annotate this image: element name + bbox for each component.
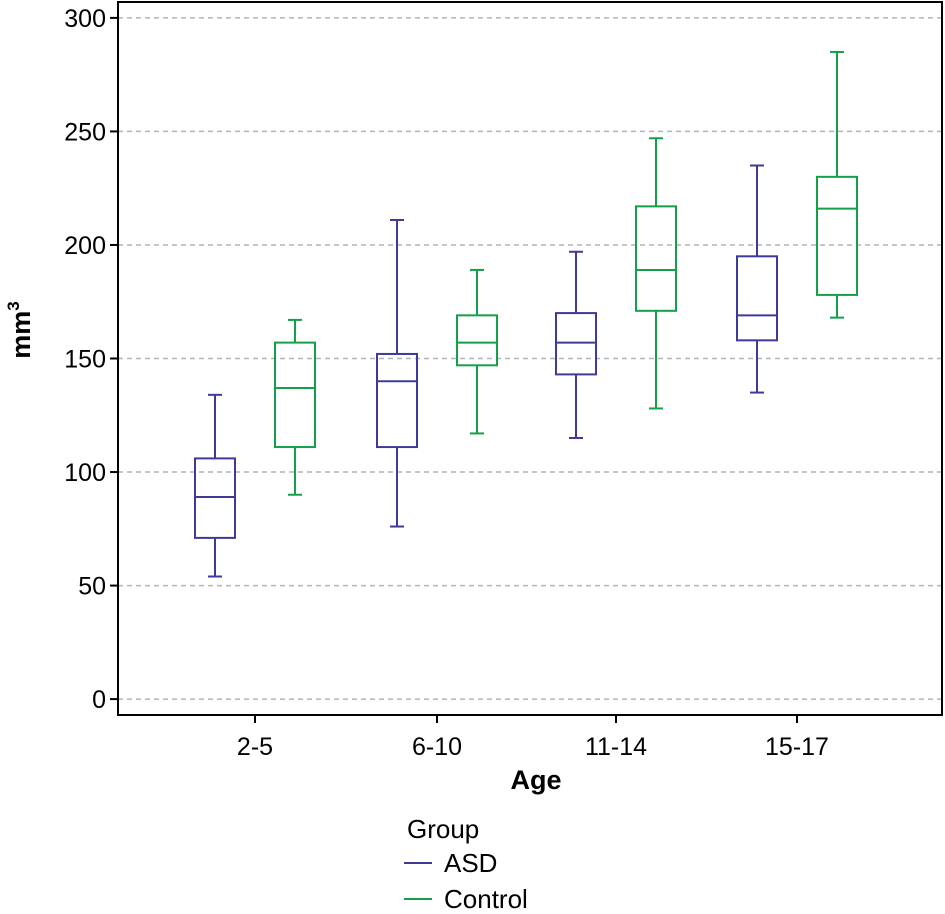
legend-item-asd: ASD (404, 848, 497, 878)
iqr-box (274, 341, 316, 449)
x-axis: 2-5 6-10 11-14 15-17 (237, 715, 829, 761)
y-tick-label: 150 (64, 346, 106, 374)
x-tick-label: 15-17 (765, 733, 829, 761)
x-axis-title: Age (510, 765, 561, 795)
y-tick-label: 100 (64, 459, 106, 487)
legend-label: Control (444, 884, 528, 914)
legend-item-control: Control (404, 884, 528, 914)
box-asd-6-10 (376, 218, 418, 528)
x-tick-label: 2-5 (237, 733, 273, 761)
box-asd-2-5 (194, 393, 236, 578)
box-control-15-17 (816, 50, 858, 319)
legend-title: Group (407, 814, 479, 844)
iqr-box (456, 314, 498, 367)
y-tick-label: 50 (78, 573, 106, 601)
y-axis: 0 50 100 150 200 250 300 (64, 5, 118, 714)
y-axis-title-unit: mm (6, 311, 36, 359)
iqr-box (376, 352, 418, 449)
x-tick-label: 11-14 (585, 733, 647, 761)
y-tick-label: 300 (64, 5, 106, 33)
y-tick-label: 250 (64, 118, 106, 146)
y-tick-label: 0 (92, 686, 106, 714)
box-asd-15-17 (736, 164, 778, 394)
iqr-box (194, 457, 236, 539)
iqr-box (736, 255, 778, 342)
plot-frame (117, 1, 943, 716)
box-control-11-14 (635, 137, 677, 410)
gridlines (118, 17, 942, 700)
series-asd (194, 164, 778, 578)
x-tick-label: 6-10 (412, 733, 462, 761)
legend: Group ASD Control (404, 814, 528, 914)
y-tick-label: 200 (64, 232, 106, 260)
legend-label: ASD (444, 848, 497, 878)
box-control-6-10 (456, 268, 498, 435)
iqr-box (635, 205, 677, 312)
iqr-box (816, 175, 858, 296)
y-axis-title-superscript: 3 (4, 301, 23, 310)
series-control (274, 50, 858, 496)
iqr-box (555, 312, 597, 376)
boxes (194, 50, 858, 578)
box-control-2-5 (274, 318, 316, 496)
box-asd-11-14 (555, 250, 597, 439)
y-axis-title: mm3 (4, 301, 36, 358)
